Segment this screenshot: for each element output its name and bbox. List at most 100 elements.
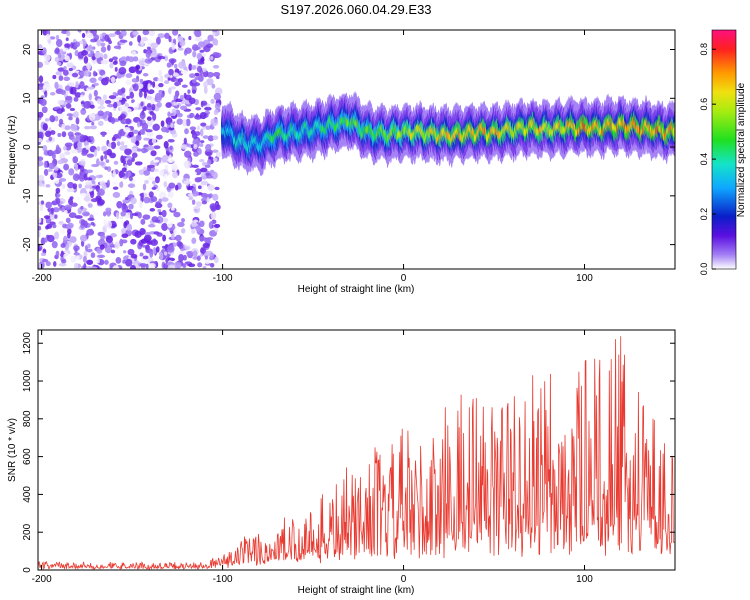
noise-cell — [83, 56, 89, 64]
noise-cell — [201, 161, 208, 166]
noise-cell — [188, 195, 194, 201]
noise-cell — [100, 232, 106, 241]
noise-cell — [122, 250, 127, 254]
noise-cell — [210, 98, 215, 104]
noise-cell — [168, 264, 176, 269]
noise-cell — [48, 136, 53, 142]
noise-cell — [38, 180, 43, 187]
noise-cell — [134, 230, 142, 238]
noise-cell — [112, 191, 121, 198]
noise-cell — [75, 255, 80, 261]
noise-cell — [139, 128, 146, 135]
noise-cell — [86, 45, 93, 52]
noise-cell — [166, 220, 173, 228]
noise-cell — [152, 123, 160, 131]
noise-cell — [178, 253, 184, 262]
noise-cell — [168, 87, 172, 95]
noise-cell — [112, 169, 116, 178]
noise-cell — [41, 47, 47, 55]
noise-cell — [162, 234, 167, 242]
noise-cell — [125, 196, 129, 201]
noise-cell — [61, 47, 69, 52]
noise-cell — [73, 262, 79, 269]
noise-cell — [171, 42, 176, 51]
noise-cell — [104, 154, 108, 160]
noise-cell — [185, 118, 191, 127]
noise-cell — [155, 201, 161, 207]
noise-cell — [114, 178, 122, 183]
noise-cell — [103, 150, 111, 156]
noise-cell — [202, 135, 209, 139]
noise-cell — [180, 105, 188, 111]
noise-cell — [149, 250, 154, 258]
noise-cell — [107, 44, 111, 51]
noise-cell — [189, 73, 196, 79]
noise-cell — [83, 212, 90, 216]
noise-cell — [82, 255, 88, 263]
noise-cell — [65, 103, 72, 109]
noise-cell — [41, 106, 48, 114]
snr-series-line — [38, 336, 675, 570]
noise-cell — [168, 112, 175, 117]
noise-cell — [146, 131, 154, 137]
noise-cell — [163, 173, 168, 181]
noise-cell — [212, 157, 218, 162]
noise-cell — [73, 252, 80, 256]
noise-cell — [119, 181, 124, 188]
noise-cell — [148, 30, 155, 37]
noise-cell — [193, 205, 200, 210]
noise-cell — [97, 110, 104, 117]
noise-cell — [94, 51, 101, 59]
noise-cell — [139, 78, 144, 83]
noise-cell — [78, 183, 83, 189]
noise-cell — [116, 201, 123, 209]
noise-cell — [74, 41, 81, 48]
noise-cell — [119, 113, 126, 119]
noise-cell — [86, 177, 93, 181]
noise-cell — [193, 151, 199, 157]
noise-cell — [70, 86, 77, 95]
noise-cell — [84, 184, 92, 190]
noise-cell — [210, 118, 219, 126]
noise-cell — [87, 217, 95, 221]
noise-cell — [204, 164, 211, 168]
noise-cell — [182, 263, 187, 268]
noise-cell — [101, 145, 108, 152]
noise-cell — [38, 156, 44, 162]
noise-cell — [120, 141, 125, 146]
noise-cell — [160, 58, 166, 63]
noise-cell — [170, 58, 175, 66]
noise-cell — [198, 158, 205, 163]
noise-cell — [128, 131, 134, 138]
noise-cell — [202, 126, 206, 130]
noise-cell — [111, 136, 116, 142]
noise-cell — [131, 50, 137, 56]
noise-cell — [53, 261, 57, 267]
noise-cell — [47, 149, 54, 157]
noise-cell — [69, 236, 77, 244]
noise-cell — [70, 149, 78, 154]
noise-cell — [209, 203, 217, 211]
noise-cell — [99, 69, 106, 76]
noise-cell — [82, 107, 86, 111]
noise-cell — [65, 95, 73, 101]
noise-cell — [86, 62, 92, 70]
noise-cell — [109, 62, 114, 69]
noise-cell — [211, 149, 219, 153]
noise-cell — [143, 234, 152, 242]
noise-cell — [86, 259, 94, 265]
noise-cell — [167, 191, 174, 198]
noise-cell — [151, 138, 157, 144]
noise-cell — [146, 119, 153, 127]
noise-cell — [128, 41, 133, 46]
noise-cell — [197, 262, 203, 268]
noise-cell — [129, 211, 134, 220]
noise-cell — [158, 83, 164, 88]
noise-cell — [72, 183, 78, 190]
noise-cell — [195, 201, 202, 207]
noise-cell — [107, 220, 112, 229]
noise-cell — [61, 184, 66, 189]
noise-cell — [98, 188, 105, 196]
noise-cell — [79, 134, 85, 142]
